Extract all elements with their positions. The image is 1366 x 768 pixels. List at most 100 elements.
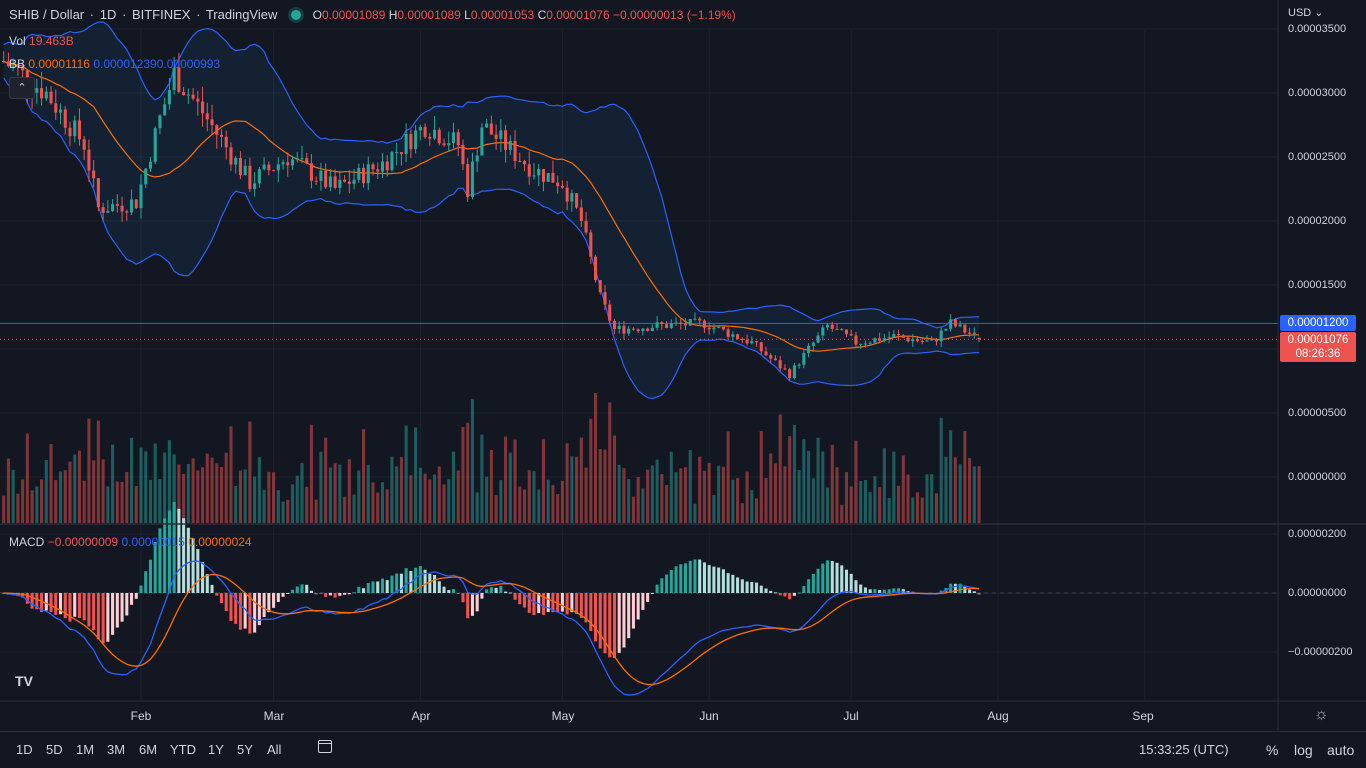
- macd-histogram-bar: [73, 593, 77, 617]
- candle-body: [343, 179, 347, 182]
- macd-histogram-bar: [873, 589, 877, 593]
- range-button-6m[interactable]: 6M: [139, 742, 158, 757]
- volume-bar: [882, 448, 886, 523]
- candle-body: [646, 328, 650, 331]
- candle-body: [494, 134, 498, 139]
- volume-bar: [859, 480, 863, 523]
- macd-histogram-bar: [565, 593, 569, 615]
- volume-bar: [49, 444, 53, 523]
- time-axis-label: Sep: [1132, 709, 1154, 723]
- macd-histogram-bar: [612, 593, 617, 659]
- volume-bar: [783, 466, 787, 523]
- percent-scale-button[interactable]: %: [1266, 742, 1279, 758]
- candle-body: [357, 168, 361, 180]
- range-button-5d[interactable]: 5D: [46, 742, 63, 757]
- range-button-5y[interactable]: 5Y: [237, 742, 253, 757]
- candle-body: [901, 335, 905, 338]
- volume-bar: [82, 480, 86, 523]
- range-button-1m[interactable]: 1M: [76, 742, 95, 757]
- macd-histogram-bar: [541, 593, 545, 615]
- currency-menu[interactable]: USD ⌄: [1288, 6, 1324, 19]
- volume-bar: [243, 469, 247, 523]
- collapse-legend-button[interactable]: ⌃: [9, 77, 35, 99]
- macd-histogram-bar: [428, 573, 432, 593]
- macd-histogram-bar: [589, 593, 593, 631]
- volume-bar: [357, 470, 361, 523]
- volume-bar: [262, 489, 266, 523]
- range-button-3m[interactable]: 3M: [107, 742, 126, 757]
- macd-histogram-bar: [158, 528, 162, 593]
- range-button-1d[interactable]: 1D: [16, 742, 33, 757]
- macd-histogram-bar: [830, 561, 834, 593]
- candle-body: [788, 369, 792, 379]
- symbol-title[interactable]: SHIB / Dollar: [9, 7, 85, 22]
- macd-histogram-bar: [778, 593, 782, 596]
- macd-histogram-bar: [49, 593, 53, 613]
- volume-bar: [934, 493, 938, 523]
- macd-histogram-bar: [783, 593, 787, 597]
- volume-bar: [399, 457, 403, 523]
- volume-bar: [821, 451, 825, 523]
- tradingview-logo[interactable]: TV: [9, 668, 39, 694]
- bb-legend[interactable]: BB 0.00001116 0.000012390.00000993: [9, 57, 220, 71]
- candle-body: [508, 141, 512, 150]
- bb-lower-line: [3, 77, 980, 400]
- range-button-1y[interactable]: 1Y: [208, 742, 224, 757]
- candle-body: [229, 147, 233, 165]
- volume-bar: [219, 466, 224, 523]
- candle-body: [87, 149, 91, 171]
- candle-body: [11, 65, 15, 67]
- interval-label[interactable]: 1D: [99, 7, 117, 22]
- vol-legend[interactable]: Vol 19.463B: [9, 34, 74, 48]
- candle-body: [669, 323, 673, 328]
- candle-body: [849, 334, 853, 336]
- macd-axis-label: −0.00000200: [1288, 646, 1353, 658]
- candle-body: [764, 351, 768, 356]
- volume-bar: [409, 475, 413, 523]
- volume-bar: [773, 463, 778, 523]
- volume-bar: [802, 439, 806, 523]
- volume-bar: [546, 479, 550, 523]
- volume-bar: [361, 429, 366, 523]
- low-label: L: [464, 8, 471, 22]
- time-axis-label: Jun: [699, 709, 719, 723]
- volume-bar: [532, 471, 536, 523]
- macd-histogram-bar: [224, 593, 228, 612]
- volume-bar: [717, 465, 721, 523]
- candle-body: [968, 332, 972, 334]
- candle-body: [655, 322, 659, 328]
- calendar-icon[interactable]: [318, 740, 332, 753]
- volume-bar: [35, 486, 39, 523]
- volume-bar: [58, 471, 63, 523]
- candle-body: [556, 182, 560, 187]
- utc-clock[interactable]: 15:33:25 (UTC): [1139, 742, 1229, 757]
- gear-icon[interactable]: ☼: [1314, 706, 1329, 723]
- candle-body: [461, 145, 465, 165]
- macd-histogram-bar: [243, 593, 247, 629]
- macd-histogram-bar: [802, 586, 806, 593]
- candle-body: [35, 88, 39, 93]
- candle-body: [92, 170, 96, 179]
- candle-body: [73, 120, 77, 137]
- volume-bar: [608, 402, 612, 523]
- log-scale-button[interactable]: log: [1294, 742, 1313, 758]
- macd-histogram-bar: [712, 566, 716, 593]
- macd-histogram-bar: [949, 583, 953, 593]
- macd-legend[interactable]: MACD −0.00000009 0.00000015 0.00000024: [9, 535, 252, 549]
- volume-bar: [167, 440, 171, 523]
- candle-body: [286, 162, 290, 166]
- macd-histogram-bar: [665, 574, 669, 593]
- candle-body: [707, 327, 711, 330]
- horizontal-line-price-tag[interactable]: 0.00001200: [1280, 315, 1356, 331]
- volume-bar: [186, 464, 190, 523]
- candle-body: [802, 353, 806, 365]
- range-button-all[interactable]: All: [267, 742, 282, 757]
- candle-body: [944, 328, 948, 331]
- auto-scale-button[interactable]: auto: [1327, 742, 1355, 758]
- range-button-ytd[interactable]: YTD: [170, 742, 196, 757]
- volume-bar: [598, 449, 602, 523]
- macd-histogram-bar: [485, 589, 489, 593]
- volume-bar: [754, 498, 759, 523]
- candle-body: [721, 326, 725, 330]
